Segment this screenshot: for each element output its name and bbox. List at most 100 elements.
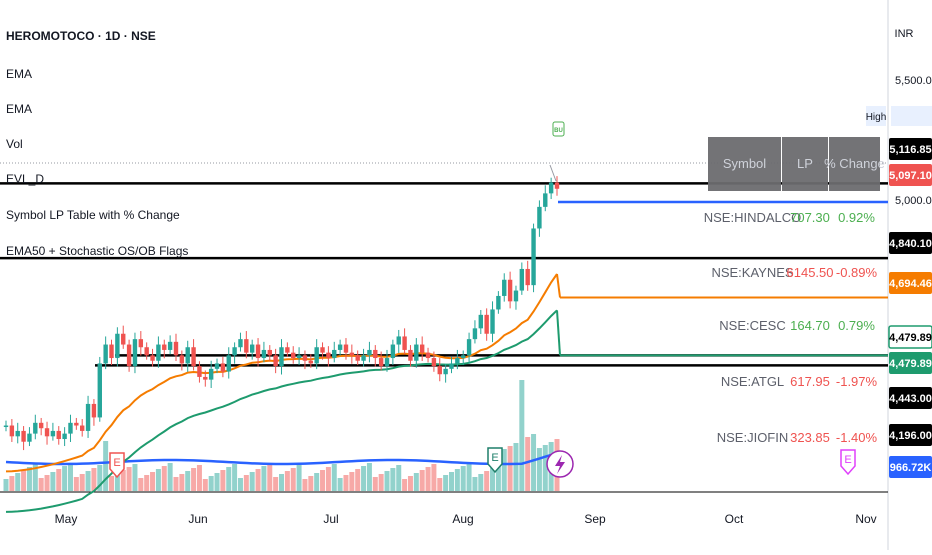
candle-body [9, 425, 15, 437]
candle-body [85, 403, 91, 431]
candle-body [109, 344, 114, 359]
candle-body [68, 422, 73, 434]
volume-bar [249, 472, 255, 491]
candle-body [44, 428, 50, 437]
candle-body [496, 295, 501, 310]
candle-body [173, 341, 179, 356]
volume-bar [501, 449, 507, 491]
volume-bar [132, 464, 138, 491]
table-header-2: % Change [824, 156, 885, 171]
volume-bar [167, 463, 173, 491]
price-label: 4,196.00 [889, 424, 932, 446]
volume-bar [38, 478, 44, 491]
candle-body [62, 433, 67, 440]
volume-bar [232, 464, 238, 491]
volume-bar [448, 472, 454, 491]
volume-bar [366, 463, 372, 491]
candle-body [302, 355, 308, 361]
indicator-legend-item[interactable]: EVL_D [6, 172, 44, 186]
volume-bar [144, 475, 150, 491]
candle-body [513, 290, 519, 302]
candle-body [3, 425, 9, 428]
high-tag: High [866, 106, 932, 126]
indicator-legend-item[interactable]: EMA50 + Stochastic OS/OB Flags [6, 244, 188, 258]
volume-bar [126, 467, 132, 491]
volume-bar [402, 479, 408, 491]
candle-body [525, 268, 530, 286]
volume-bar [296, 465, 302, 491]
earnings-marker-shape [840, 449, 856, 476]
volume-bar [50, 472, 56, 491]
volume-bar [372, 477, 378, 491]
volume-bar [67, 463, 73, 491]
price-label-bg [889, 272, 932, 294]
time-axis-label: May [55, 512, 78, 526]
volume-bar [525, 437, 531, 491]
lightning-icon [555, 455, 565, 474]
candle-body [97, 363, 102, 418]
candle-body [361, 355, 366, 361]
candle-body [326, 352, 331, 359]
candle-body [449, 363, 454, 369]
candle-body [115, 333, 120, 359]
candle-body [343, 344, 349, 353]
volume-bar [314, 473, 320, 491]
candle-body [38, 422, 44, 429]
volume-bar [21, 470, 27, 491]
candle-body [279, 347, 284, 367]
volume-bar [284, 471, 290, 491]
time-axis-label: Jul [323, 512, 338, 526]
indicator-legend-item[interactable]: EMA [6, 102, 32, 116]
volume-bar [513, 443, 519, 491]
volume-bar [185, 471, 191, 491]
earnings-marker-shape [109, 452, 125, 479]
price-label-bg [889, 387, 932, 409]
volume-bar [355, 469, 361, 491]
indicator-legend-item[interactable]: Vol [6, 137, 23, 151]
price-label: 5,097.10 [889, 164, 932, 186]
earnings-marker-1[interactable]: E [109, 452, 125, 479]
volume-bar [437, 478, 443, 491]
earnings-marker-label: E [113, 457, 120, 469]
high-price-bg [891, 106, 932, 126]
earnings-marker-3[interactable]: E [840, 449, 856, 476]
price-label: 966.72K [889, 456, 932, 478]
candle-body [21, 430, 26, 442]
volume-ma-line [5, 451, 558, 466]
candle-body [437, 366, 442, 375]
volume-bar [320, 470, 326, 491]
volume-bar [519, 380, 525, 491]
volume-bar [279, 474, 284, 491]
indicator-legend-item[interactable]: Symbol LP Table with % Change [6, 208, 180, 222]
candle-body [144, 347, 149, 356]
earnings-marker-2[interactable]: E [487, 447, 503, 474]
volume-bar [484, 471, 490, 491]
candle-body [220, 363, 226, 372]
indicator-legend-item[interactable]: EMA [6, 67, 32, 81]
candle-body [548, 182, 554, 194]
candle-body [167, 341, 173, 350]
candle-body [390, 344, 396, 359]
dividend-marker[interactable] [546, 450, 574, 478]
candle-body [402, 336, 407, 350]
volume-bar [454, 469, 460, 491]
volume-bar [378, 474, 384, 491]
volume-bar [243, 475, 249, 491]
candle-body [554, 182, 560, 189]
volume-bar [150, 472, 156, 491]
price-label-text: 4,694.46 [889, 278, 932, 290]
price-label-bg [888, 325, 932, 349]
bu-flag[interactable]: BU [552, 121, 565, 137]
candle-body [126, 344, 132, 367]
candle-body [308, 360, 314, 364]
candle-body [267, 349, 272, 356]
currency-label: INR [895, 28, 914, 40]
symbol-title[interactable]: HEROMOTOCO · 1D · NSE [6, 29, 156, 43]
candle-body [396, 336, 401, 345]
ema-fast-projection [556, 273, 561, 298]
candle-body [419, 344, 425, 353]
candle-body [91, 403, 97, 418]
table-lp: 323.85 [790, 430, 830, 445]
